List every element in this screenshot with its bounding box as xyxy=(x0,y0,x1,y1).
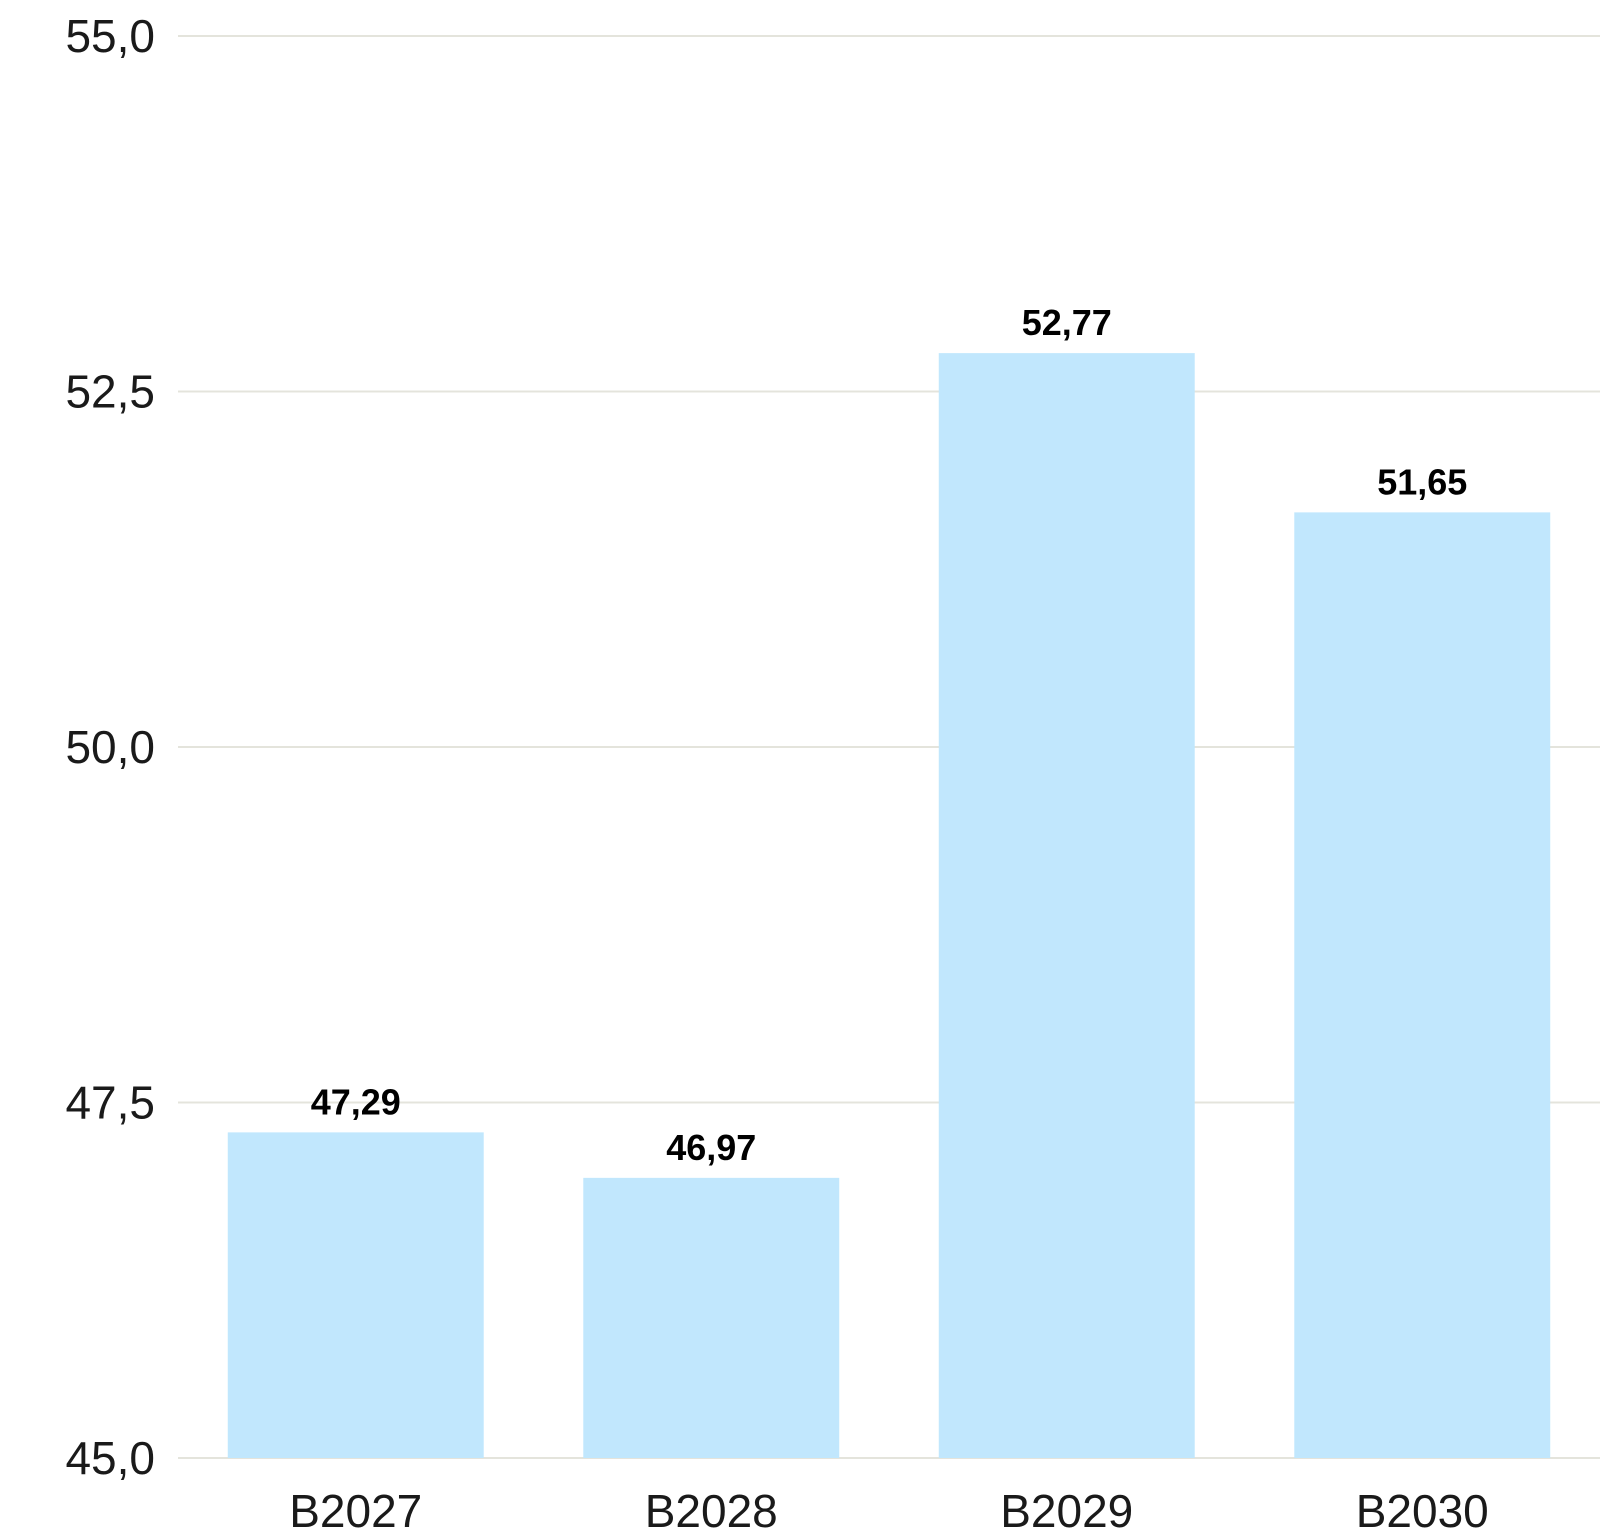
x-tick-label: B2029 xyxy=(1000,1485,1133,1534)
data-label: 51,65 xyxy=(1377,461,1467,502)
bar-b2029 xyxy=(938,353,1195,1459)
y-tick-label: 45,0 xyxy=(65,1432,155,1484)
bar-b2028 xyxy=(583,1177,840,1458)
data-label: 46,97 xyxy=(666,1127,756,1168)
data-label: 47,29 xyxy=(311,1081,401,1122)
y-tick-label: 52,5 xyxy=(65,366,155,418)
x-tick-label: B2030 xyxy=(1356,1485,1489,1534)
y-tick-label: 55,0 xyxy=(65,10,155,62)
x-axis-ticks: B2027 B2028 B2029 B2030 xyxy=(289,1485,1489,1534)
x-tick-label: B2027 xyxy=(289,1485,422,1534)
bar-b2027 xyxy=(227,1132,484,1458)
y-tick-label: 50,0 xyxy=(65,721,155,773)
x-tick-label: B2028 xyxy=(645,1485,778,1534)
bar-b2030 xyxy=(1294,512,1551,1458)
value-labels: 47,29 46,97 52,77 51,65 xyxy=(311,302,1468,1168)
data-label: 52,77 xyxy=(1022,302,1112,343)
y-tick-label: 47,5 xyxy=(65,1077,155,1129)
y-axis-ticks: 45,0 47,5 50,0 52,5 55,0 xyxy=(65,10,155,1484)
bars xyxy=(227,353,1551,1459)
